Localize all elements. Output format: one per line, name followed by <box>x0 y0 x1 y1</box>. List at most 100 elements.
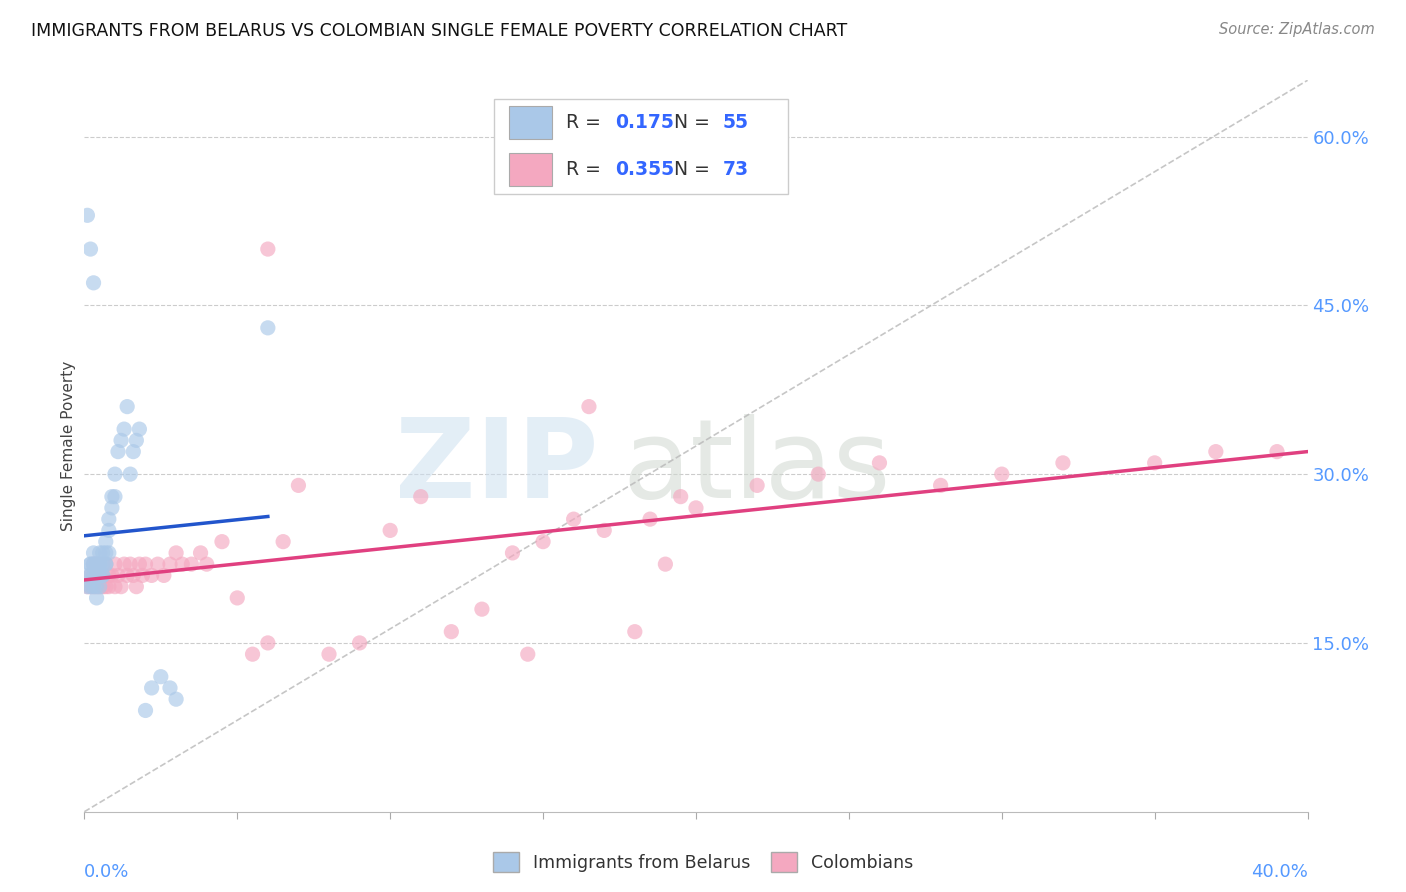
Point <box>79 242 101 256</box>
Point <box>991 467 1014 482</box>
Point <box>91 568 114 582</box>
Point <box>104 580 127 594</box>
Point <box>115 568 138 582</box>
Point <box>91 568 114 582</box>
Point <box>94 557 117 571</box>
Point <box>125 434 148 448</box>
Point <box>440 624 463 639</box>
Point <box>97 546 120 560</box>
Text: 55: 55 <box>723 112 749 132</box>
Point <box>531 534 554 549</box>
FancyBboxPatch shape <box>509 106 551 139</box>
Point <box>104 467 127 482</box>
Point <box>110 580 132 594</box>
Point <box>101 568 124 582</box>
Point <box>125 580 148 594</box>
Text: atlas: atlas <box>623 415 891 522</box>
Point <box>287 478 309 492</box>
Point <box>593 524 616 538</box>
Point <box>76 568 98 582</box>
Point <box>165 546 187 560</box>
Point <box>562 512 585 526</box>
Point <box>83 546 105 560</box>
Point <box>97 512 120 526</box>
Point <box>83 580 105 594</box>
Point <box>83 557 105 571</box>
Point <box>807 467 830 482</box>
Point <box>89 557 111 571</box>
Point <box>107 568 129 582</box>
Point <box>83 568 105 582</box>
Point <box>91 557 114 571</box>
Point <box>112 422 135 436</box>
Point <box>79 580 101 594</box>
Point <box>654 557 676 571</box>
Point <box>318 647 340 661</box>
Point <box>97 568 120 582</box>
Point <box>211 534 233 549</box>
Point <box>86 557 108 571</box>
Point <box>135 557 157 571</box>
Point <box>190 546 212 560</box>
Point <box>86 557 108 571</box>
Point <box>1143 456 1166 470</box>
Point <box>242 647 264 661</box>
Point <box>104 557 127 571</box>
Point <box>128 422 150 436</box>
Point <box>122 444 145 458</box>
Point <box>122 568 145 582</box>
Point <box>257 636 280 650</box>
Point <box>89 580 111 594</box>
Text: R =: R = <box>567 112 607 132</box>
Point <box>349 636 371 650</box>
Point <box>120 467 142 482</box>
Point <box>83 557 105 571</box>
Point <box>112 557 135 571</box>
Point <box>257 321 280 335</box>
Text: 0.0%: 0.0% <box>84 863 129 881</box>
Point <box>1052 456 1074 470</box>
Point <box>79 568 101 582</box>
Text: IMMIGRANTS FROM BELARUS VS COLOMBIAN SINGLE FEMALE POVERTY CORRELATION CHART: IMMIGRANTS FROM BELARUS VS COLOMBIAN SIN… <box>31 22 848 40</box>
Point <box>471 602 494 616</box>
Point <box>409 490 432 504</box>
Point <box>79 580 101 594</box>
Point <box>669 490 692 504</box>
Legend: Immigrants from Belarus, Colombians: Immigrants from Belarus, Colombians <box>486 845 920 879</box>
Point <box>159 557 181 571</box>
Point <box>89 546 111 560</box>
Text: N =: N = <box>662 161 716 179</box>
Point <box>83 568 105 582</box>
Point <box>89 557 111 571</box>
Point <box>101 500 124 515</box>
Point <box>104 490 127 504</box>
Point <box>89 568 111 582</box>
Text: R =: R = <box>567 161 607 179</box>
Point <box>79 557 101 571</box>
Point <box>165 692 187 706</box>
Point <box>86 580 108 594</box>
Point <box>195 557 218 571</box>
Point <box>94 546 117 560</box>
Point <box>94 580 117 594</box>
Point <box>79 568 101 582</box>
Point <box>86 580 108 594</box>
Point <box>516 647 538 661</box>
Point <box>89 568 111 582</box>
Point <box>1205 444 1227 458</box>
Point <box>271 534 294 549</box>
Text: 40.0%: 40.0% <box>1251 863 1308 881</box>
Point <box>110 434 132 448</box>
Point <box>91 580 114 594</box>
Point <box>94 534 117 549</box>
Point <box>502 546 524 560</box>
Point <box>135 703 157 717</box>
Point <box>149 670 172 684</box>
Point <box>76 580 98 594</box>
Text: 0.175: 0.175 <box>616 112 673 132</box>
Point <box>91 568 114 582</box>
Point <box>76 580 98 594</box>
Point <box>578 400 600 414</box>
Point <box>86 568 108 582</box>
Point <box>747 478 769 492</box>
